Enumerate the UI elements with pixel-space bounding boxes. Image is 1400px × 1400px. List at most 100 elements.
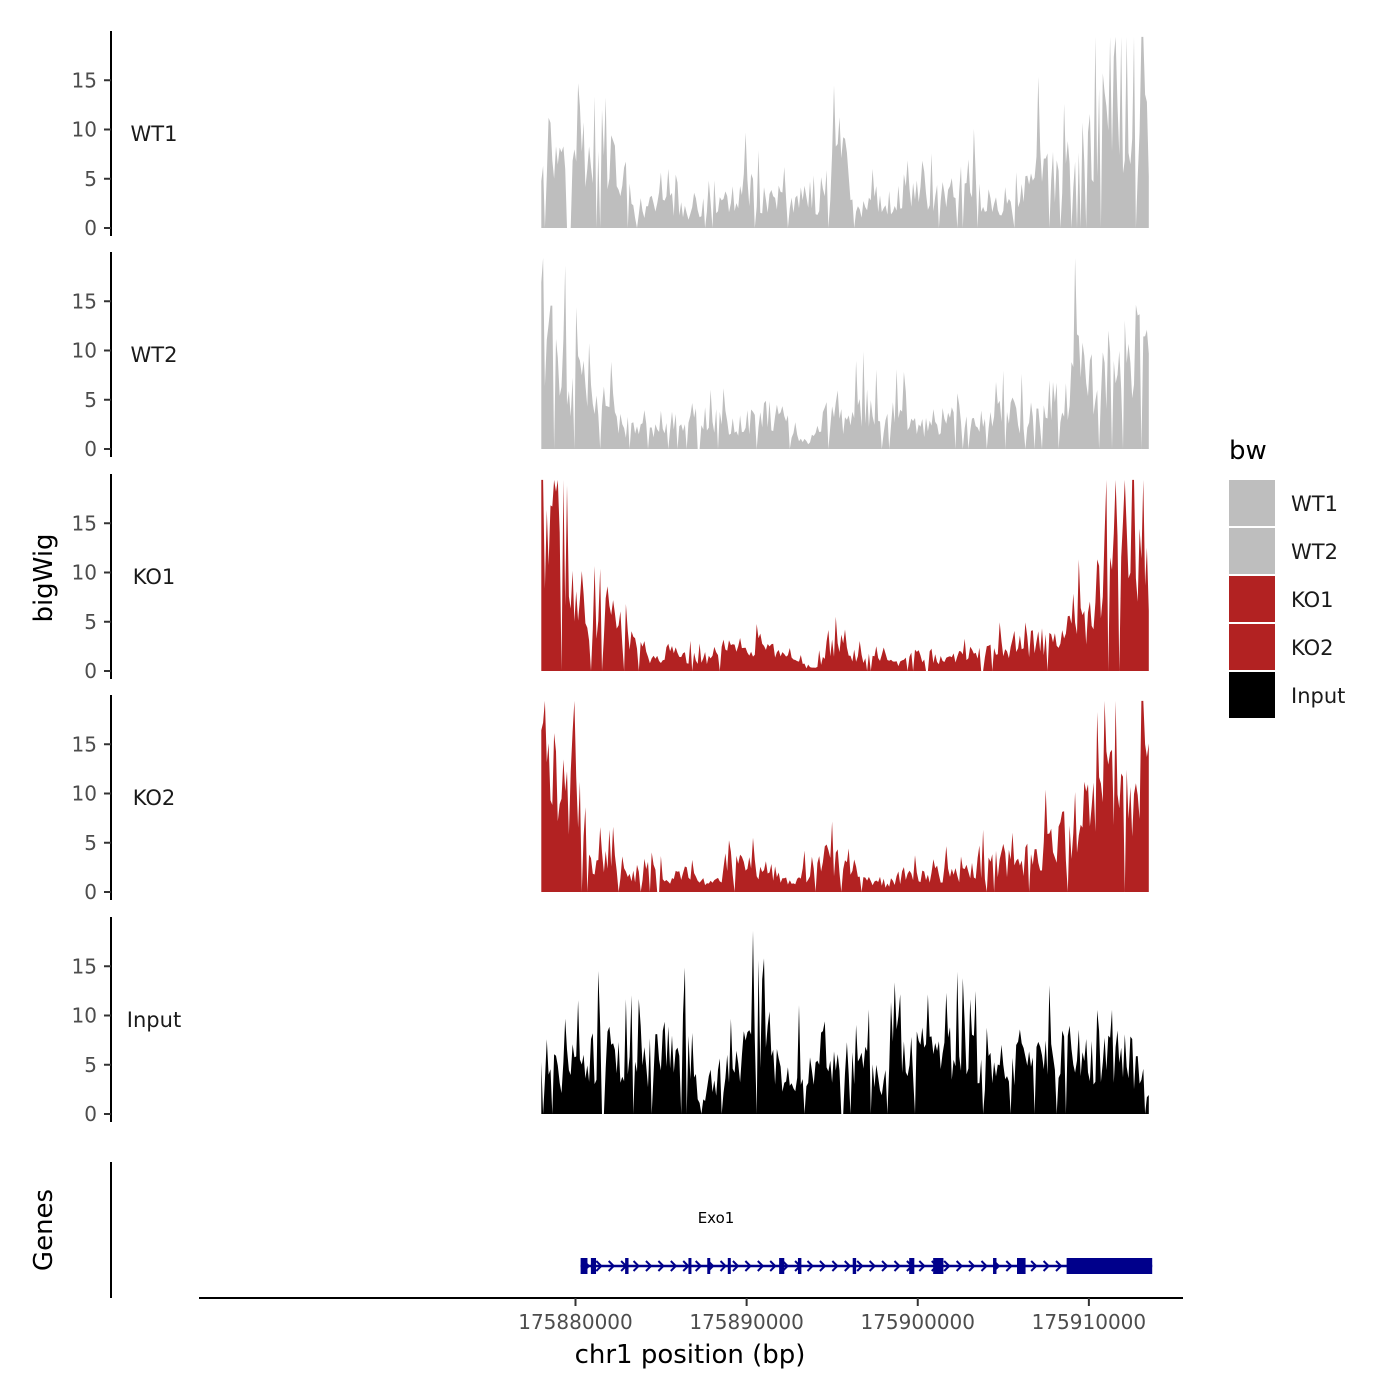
legend-swatch <box>1229 576 1275 622</box>
x-axis-title: chr1 position (bp) <box>575 1340 806 1370</box>
gene-exon <box>779 1258 785 1274</box>
y-tick-label: 10 <box>72 118 97 142</box>
y-tick-label: 10 <box>72 339 97 363</box>
x-tick-label: 175890000 <box>689 1310 804 1334</box>
strand-arrow <box>844 1260 852 1272</box>
legend-item-input: Input <box>1229 672 1345 718</box>
strand-arrow <box>918 1260 926 1272</box>
gene-name-label: Exo1 <box>698 1209 735 1227</box>
strand-arrow <box>819 1260 827 1272</box>
gene-exon <box>1017 1258 1026 1274</box>
gene-exon <box>1066 1258 1153 1274</box>
strand-arrow <box>781 1260 790 1272</box>
strand-arrow <box>632 1260 640 1272</box>
legend-swatch <box>1229 480 1275 526</box>
gene-exon <box>625 1258 629 1274</box>
y-tick-label: 15 <box>72 732 97 756</box>
gene-exon <box>852 1258 857 1274</box>
gene-exon <box>933 1258 944 1274</box>
strand-arrow <box>806 1260 814 1272</box>
y-tick-label: 5 <box>84 610 97 634</box>
y-tick-label: 0 <box>84 437 97 461</box>
strand-arrow <box>868 1260 877 1272</box>
strand-arrow <box>657 1260 665 1272</box>
legend-entries: WT1 WT2 KO1 KO2 Input <box>1229 480 1345 718</box>
legend-title: bw <box>1229 436 1267 466</box>
strand-arrow <box>744 1260 752 1272</box>
y-tick-label: 0 <box>84 880 97 904</box>
strand-arrow <box>1055 1260 1063 1272</box>
track-area-ko2 <box>541 700 1149 892</box>
strand-arrow <box>1005 1260 1013 1272</box>
gene-model <box>580 1258 1153 1274</box>
strand-arrow <box>595 1260 603 1272</box>
strand-arrow <box>694 1260 703 1272</box>
legend-label: Input <box>1291 684 1345 708</box>
track-ko1: 0 5 10 15 KO1 <box>72 474 1149 683</box>
track-label-wt2: WT2 <box>131 343 178 367</box>
gene-exon <box>797 1258 802 1274</box>
legend-label: WT1 <box>1291 492 1338 516</box>
gene-exon <box>727 1258 731 1274</box>
legend-item-wt1: WT1 <box>1229 480 1338 526</box>
track-wt1: 0 5 10 15 WT1 <box>72 31 1149 240</box>
strand-arrow <box>1042 1260 1050 1272</box>
strand-arrow <box>856 1260 864 1272</box>
legend-label: KO1 <box>1291 588 1334 612</box>
y-tick-label: 5 <box>84 167 97 191</box>
x-tick-label: 175910000 <box>1032 1310 1147 1334</box>
strand-arrow <box>769 1260 777 1272</box>
y-tick-label: 10 <box>72 561 97 585</box>
x-tick-label: 175880000 <box>518 1310 633 1334</box>
legend-item-ko2: KO2 <box>1229 624 1334 670</box>
gene-exon <box>707 1258 711 1274</box>
y-tick-label: 15 <box>72 954 97 978</box>
strand-arrow <box>607 1260 616 1272</box>
x-axis-ticks: 175880000 175890000 175900000 175910000 <box>518 1298 1146 1334</box>
genes-panel: Genes Exo1 <box>29 1162 1153 1298</box>
y-tick-label: 0 <box>84 659 97 683</box>
y-tick-label: 5 <box>84 831 97 855</box>
y-axis-title: bigWig <box>29 533 59 622</box>
strand-arrow <box>968 1260 976 1272</box>
gene-exon <box>688 1258 692 1274</box>
strand-arrow <box>732 1260 740 1272</box>
track-ko2: 0 5 10 15 KO2 <box>72 695 1149 904</box>
legend-label: KO2 <box>1291 636 1334 660</box>
y-tick-label: 5 <box>84 388 97 412</box>
strand-arrow <box>757 1260 765 1272</box>
y-tick-label: 15 <box>72 511 97 535</box>
legend-item-wt2: WT2 <box>1229 528 1338 574</box>
track-wt2: 0 5 10 15 WT2 <box>72 252 1149 461</box>
gene-exon <box>590 1258 597 1274</box>
strand-arrow <box>980 1260 988 1272</box>
y-tick-label: 0 <box>84 1102 97 1126</box>
strand-arrow <box>831 1260 839 1272</box>
strand-arrow <box>943 1260 951 1272</box>
y-tick-label: 10 <box>72 782 97 806</box>
legend-swatch <box>1229 528 1275 574</box>
strand-arrow <box>893 1260 901 1272</box>
legend-swatch <box>1229 672 1275 718</box>
track-label-input: Input <box>127 1008 181 1032</box>
track-label-wt1: WT1 <box>131 122 178 146</box>
gene-exon <box>909 1258 915 1274</box>
y-tick-label: 5 <box>84 1053 97 1077</box>
strand-arrow <box>645 1260 653 1272</box>
x-tick-label: 175900000 <box>860 1310 975 1334</box>
gene-exon <box>993 1258 997 1274</box>
track-area-wt2 <box>541 257 1149 449</box>
track-area-input <box>541 930 1149 1114</box>
legend: bw WT1 WT2 KO1 KO2 Input <box>1229 436 1345 718</box>
track-label-ko2: KO2 <box>133 786 176 810</box>
strand-arrow <box>670 1260 678 1272</box>
gene-exon <box>580 1258 588 1274</box>
track-label-ko1: KO1 <box>133 565 176 589</box>
strand-arrow <box>682 1260 690 1272</box>
tracks-layer: 0 5 10 15 WT1 0 5 10 15 WT2 0 5 10 15 KO1 0 5 10 15 KO2 0 5 10… <box>72 31 1149 1126</box>
y-tick-label: 0 <box>84 216 97 240</box>
strand-arrow <box>1030 1260 1038 1272</box>
legend-label: WT2 <box>1291 540 1338 564</box>
